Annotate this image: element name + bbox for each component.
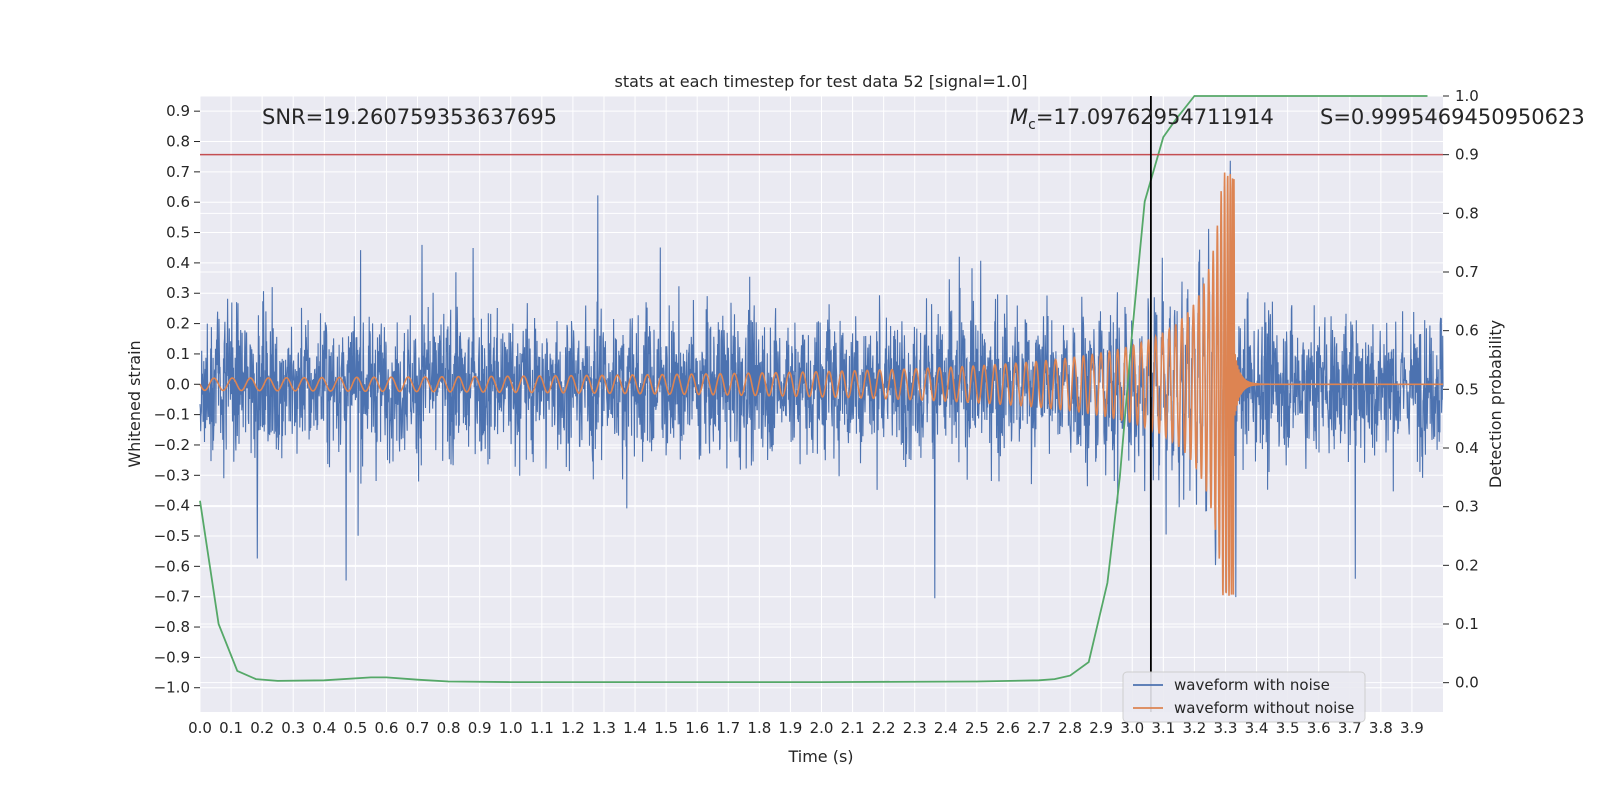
s-annotation: S=0.9995469450950623 [1320,105,1585,129]
right-tick-label: 0.7 [1455,263,1479,281]
left-tick-label: 0.0 [166,375,190,393]
left-axis-ticks: 0.9 0.8 0.7 0.6 0.5 0.4 0.3 0.2 0.1 0.0 −0.1 −0.2 −0… [154,102,200,697]
chirp-mass-subscript: c [1028,117,1036,133]
x-tick-label: 2.9 [1089,719,1113,737]
left-tick-label: 0.9 [166,102,190,120]
x-tick-label: 0.8 [437,719,461,737]
x-tick-label: 1.5 [654,719,678,737]
right-tick-label: 0.3 [1455,498,1479,516]
left-tick-label: −0.7 [154,588,190,606]
x-tick-label: 2.0 [810,719,834,737]
x-tick-label: 3.8 [1369,719,1393,737]
x-tick-label: 2.2 [872,719,896,737]
chirp-mass-value: =17.09762954711914 [1036,105,1274,129]
x-tick-label: 3.5 [1276,719,1300,737]
x-tick-label: 3.2 [1182,719,1206,737]
left-tick-label: −0.4 [154,497,190,515]
right-tick-label: 0.1 [1455,615,1479,633]
right-axis-ticks: 1.0 0.9 0.8 0.7 0.6 0.5 0.4 0.3 0.2 0.1 0.0 [1443,87,1479,692]
x-tick-label: 2.4 [934,719,958,737]
left-tick-label: −0.2 [154,436,190,454]
left-tick-label: 0.7 [166,163,190,181]
right-tick-label: 0.9 [1455,146,1479,164]
left-tick-label: −0.8 [154,618,190,636]
right-tick-label: 1.0 [1455,87,1479,105]
chirp-mass-symbol: M [1010,105,1028,129]
x-tick-label: 2.5 [965,719,989,737]
x-tick-label: 1.4 [623,719,647,737]
x-tick-label: 2.8 [1058,719,1082,737]
series-detection-probability [199,95,1428,683]
series-layer [199,95,1444,712]
left-tick-label: −0.3 [154,466,190,484]
x-tick-label: 2.6 [996,719,1020,737]
x-tick-label: 1.1 [530,719,554,737]
right-tick-label: 0.5 [1455,380,1479,398]
x-axis-label: Time (s) [787,747,853,766]
left-tick-label: 0.2 [166,315,190,333]
x-tick-label: 0.6 [375,719,399,737]
left-tick-label: 0.8 [166,133,190,151]
snr-annotation: SNR=19.260759353637695 [262,105,557,129]
right-tick-label: 0.6 [1455,322,1479,340]
x-tick-label: 0.9 [468,719,492,737]
left-axis-label: Whitened strain [125,340,144,467]
x-tick-label: 1.7 [716,719,740,737]
x-tick-label: 3.0 [1120,719,1144,737]
x-tick-label: 1.9 [778,719,802,737]
left-tick-label: −0.5 [154,527,190,545]
x-tick-label: 1.3 [592,719,616,737]
left-tick-label: 0.3 [166,284,190,302]
x-tick-label: 0.5 [343,719,367,737]
legend-box [1122,671,1366,723]
left-tick-label: −0.9 [154,648,190,666]
chirp-mass-annotation: Mc=17.09762954711914 [1010,105,1274,133]
right-axis-label: Detection probability [1486,320,1505,488]
left-tick-label: −1.0 [154,679,190,697]
x-tick-label: 2.7 [1027,719,1051,737]
x-tick-label: 0.4 [312,719,336,737]
x-tick-label: 3.1 [1151,719,1175,737]
series-waveform-without-noise [199,172,1443,596]
x-tick-label: 0.3 [281,719,305,737]
x-tick-label: 1.0 [499,719,523,737]
right-tick-label: 0.2 [1455,556,1479,574]
chart-title: stats at each timestep for test data 52 … [615,72,1028,91]
x-tick-label: 0.2 [250,719,274,737]
x-tick-label: 3.7 [1338,719,1362,737]
right-tick-label: 0.4 [1455,439,1479,457]
x-tick-label: 3.9 [1400,719,1424,737]
x-tick-label: 2.3 [903,719,927,737]
left-tick-label: −0.6 [154,557,190,575]
left-tick-label: −0.1 [154,406,190,424]
right-tick-label: 0.0 [1455,674,1479,692]
x-tick-label: 3.6 [1307,719,1331,737]
x-tick-label: 2.1 [841,719,865,737]
right-tick-label: 0.8 [1455,204,1479,222]
x-tick-label: 0.0 [188,719,212,737]
x-tick-label: 3.3 [1214,719,1238,737]
legend: waveform with noise waveform without noi… [1122,671,1366,723]
left-tick-label: 0.6 [166,193,190,211]
x-tick-label: 0.1 [219,719,243,737]
x-tick-label: 0.7 [406,719,430,737]
series-waveform-with-noise [199,160,1444,599]
x-axis-ticks: 0.0 0.1 0.2 0.3 0.4 0.5 0.6 0.7 0.8 0.9 1.0 1.1 1.2 1… [188,719,1424,737]
legend-label-noise: waveform with noise [1174,676,1330,694]
x-tick-label: 1.2 [561,719,585,737]
x-tick-label: 1.6 [685,719,709,737]
x-tick-label: 1.8 [747,719,771,737]
left-tick-label: 0.5 [166,224,190,242]
left-tick-label: 0.4 [166,254,190,272]
x-tick-label: 3.4 [1245,719,1269,737]
legend-label-clean: waveform without noise [1174,699,1354,717]
left-tick-label: 0.1 [166,345,190,363]
